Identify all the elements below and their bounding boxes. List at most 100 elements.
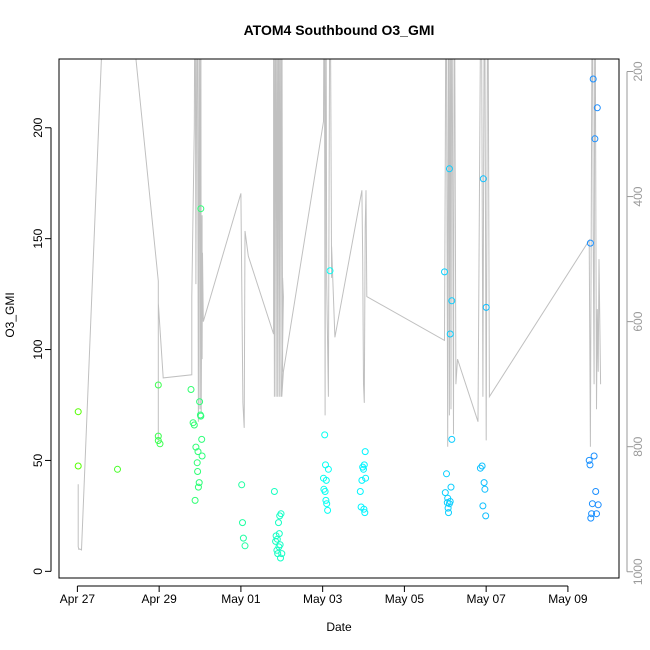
x-tick-label: May 01 [221,592,261,606]
scatter-point [362,474,370,482]
scatter-point [441,268,448,276]
x-tick-label: Apr 29 [141,592,177,606]
scatter-point [238,481,246,489]
scatter-point [360,461,368,469]
scatter-point [479,502,487,510]
scatter-point [270,488,278,495]
scatter-point [322,461,329,469]
scatter-point [361,448,369,456]
y-tick-label: 0 [31,568,45,575]
plot-area [74,59,602,562]
scatter-point [588,500,596,508]
scatter-point [114,465,121,473]
scatter-point [588,510,596,518]
scatter-point [444,504,452,512]
scatter-point [74,408,82,416]
scatter-point [326,267,334,275]
chart-title: ATOM4 Southbound O3_GMI [244,22,435,38]
scatter-point [193,459,201,467]
x-axis-label: Date [326,620,352,634]
y2-tick-label: 800 [631,436,645,456]
scatter-point [277,510,285,518]
y-axis-label: O3_GMI [3,292,17,337]
scatter-point [585,456,593,464]
scatter-point [479,175,487,183]
y2-tick-label: 600 [631,311,645,331]
scatter-point [589,75,597,83]
scatter-point [190,421,198,429]
scatter-point [448,435,456,443]
scatter-point [187,386,195,393]
scatter-point [321,488,329,495]
x-tick-label: May 09 [548,592,588,606]
scatter-point [196,398,204,406]
scatter-point [481,485,489,493]
scatter-point [476,464,484,472]
scatter-point [195,479,203,487]
scatter-point [324,506,332,514]
scatter-point [194,483,202,491]
scatter-point [360,465,367,473]
scatter-point [275,519,282,527]
scatter-point [154,432,162,440]
scatter-point [482,512,490,520]
scatter-point [239,519,246,527]
pressure-line [77,59,602,551]
scatter-point [322,496,330,504]
scatter-point [446,498,454,505]
scatter-point [74,462,82,470]
x-tick-label: May 05 [385,592,425,606]
scatter-point [482,303,490,311]
scatter-point [156,440,164,448]
scatter-point [592,488,600,495]
scatter-point [191,496,199,504]
scatter-point [356,488,364,495]
x-tick-label: May 07 [466,592,506,606]
x-tick-label: Apr 27 [60,592,96,606]
scatter-point [194,448,202,456]
scatter-point [197,412,205,420]
x-tick-label: May 03 [303,592,343,606]
scatter-point [594,501,602,509]
scatter-point [445,165,453,173]
scatter-point [445,509,452,517]
scatter-point [278,550,286,558]
scatter-point [276,541,284,549]
scatter-point [197,205,205,213]
scatter-point [593,104,601,112]
scatter-point [321,431,329,439]
scatter-point [480,479,488,487]
y-tick-label: 150 [31,228,45,248]
y-tick-label: 100 [31,339,45,359]
scatter-point [323,500,331,508]
scatter-point [586,239,594,247]
y2-tick-label: 400 [631,186,645,206]
scatter-point [587,514,595,522]
scatter-point [358,476,366,484]
scatter-point [154,381,162,389]
scatter-point [275,530,283,538]
scatter-point [593,510,600,518]
y-tick-label: 50 [31,453,45,467]
scatter-point [273,546,281,554]
scatter-point [194,468,202,475]
scatter-point [198,435,206,443]
y-tick-label: 200 [31,117,45,137]
scatter-point [277,554,284,562]
scatter-point [441,489,449,497]
scatter-point [448,297,456,305]
scatter-point [322,476,330,484]
scatter-point [324,465,332,473]
scatter-point [192,443,200,451]
scatter-point [239,534,247,542]
scatter-point [591,135,599,143]
scatter-point [478,462,486,470]
scatter-point [590,452,598,460]
scatter-point [586,461,594,469]
scatter-point [360,505,368,513]
scatter-point [446,330,454,338]
scatter-point [443,470,450,478]
scatter-point [198,452,206,460]
y2-tick-label: 1000 [631,558,645,585]
